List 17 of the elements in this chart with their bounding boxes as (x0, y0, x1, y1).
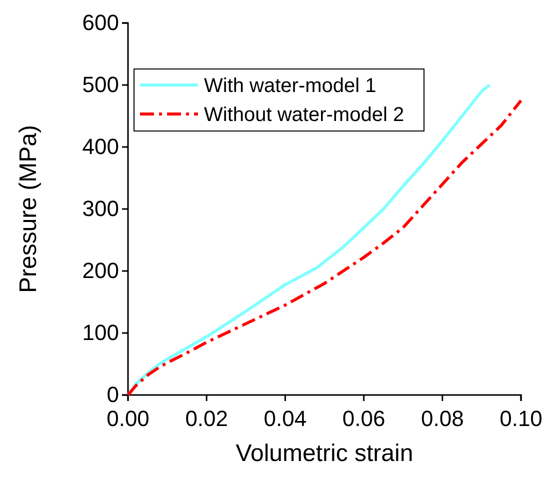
x-tick-label: 0.08 (420, 406, 464, 431)
x-tick-label: 0.10 (500, 406, 542, 431)
legend-label: Without water-model 2 (204, 104, 404, 126)
y-tick-label: 200 (82, 258, 119, 284)
y-tick-label: 500 (82, 72, 119, 98)
y-axis-title: Pressure (MPa) (15, 124, 42, 294)
x-tick-label: 0.00 (106, 406, 150, 431)
y-tick-label: 0 (106, 382, 119, 408)
y-tick-label: 100 (82, 320, 119, 346)
y-tick-label: 400 (82, 134, 119, 160)
y-tick-label: 300 (82, 196, 119, 222)
x-axis-title: Volumetric strain (236, 440, 414, 467)
x-tick-label: 0.04 (264, 406, 307, 431)
legend-label: With water-model 1 (204, 75, 376, 97)
y-tick-label: 600 (82, 10, 119, 36)
x-tick-label: 0.02 (185, 406, 228, 431)
x-tick-label: 0.06 (342, 406, 386, 431)
